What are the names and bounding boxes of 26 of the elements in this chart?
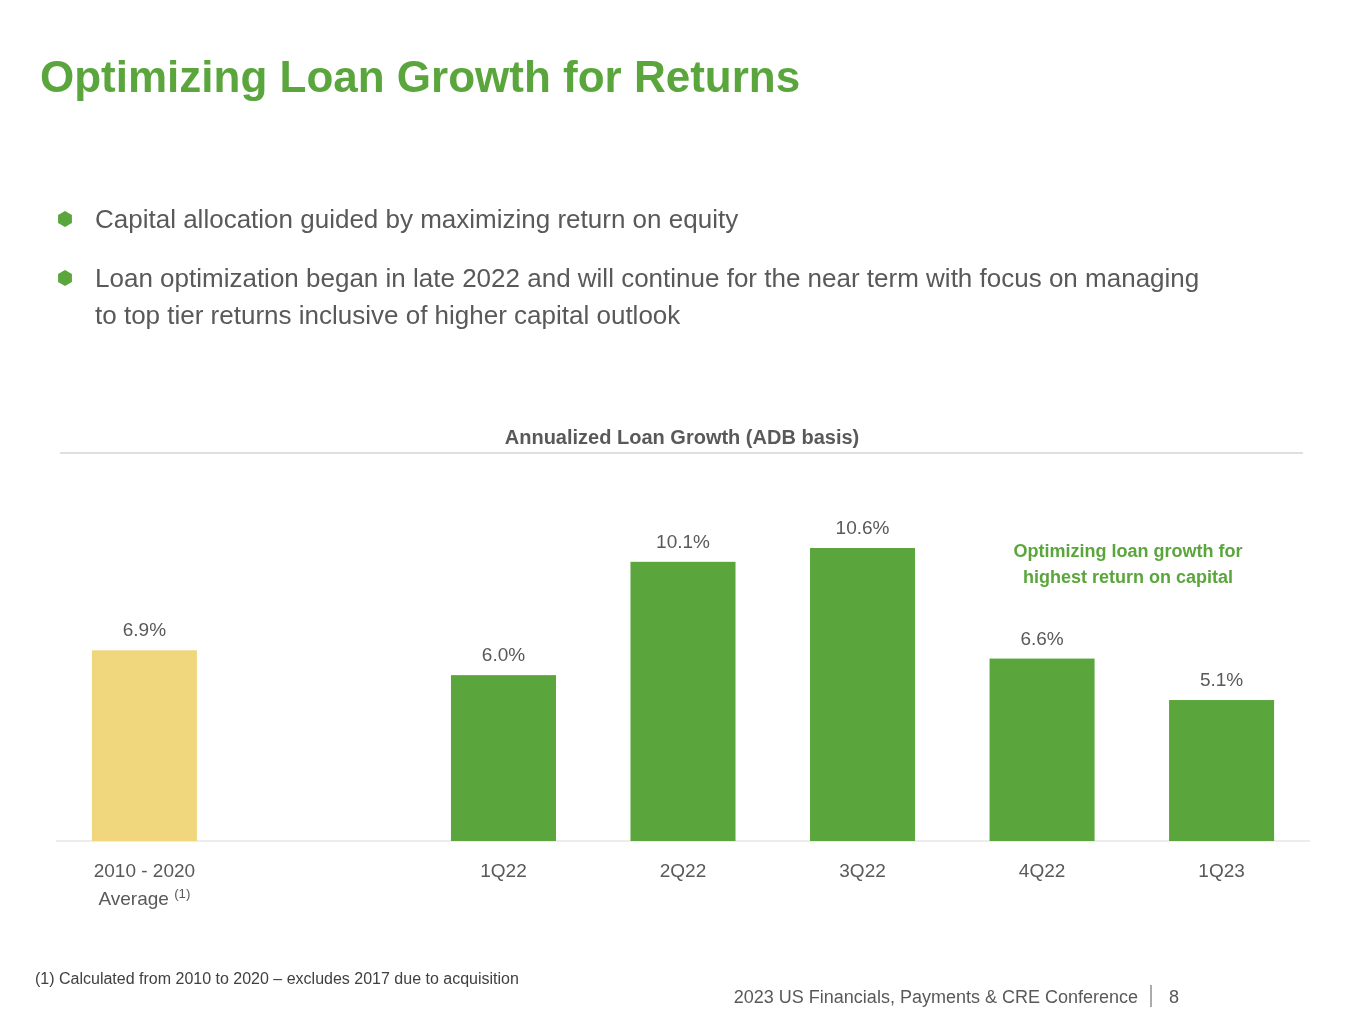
text: Capital allocation guided by maximizing return on equity <box>95 204 739 234</box>
x-tick-label: 2Q22 <box>659 860 707 881</box>
bar <box>989 658 1095 841</box>
x-tick-label: 1Q23 <box>1198 860 1245 881</box>
text: 8 <box>1168 987 1180 1007</box>
x-tick-label: 1Q22 <box>480 860 527 881</box>
bar <box>450 675 556 841</box>
data-label: 10.6% <box>835 517 890 538</box>
chart-subtitle: Annualized Loan Growth (ADB basis) <box>504 426 860 448</box>
data-label: 6.0% <box>481 644 526 666</box>
annotation: Optimizing loan growth for highest return on capital <box>1013 541 1243 587</box>
data-label: 6.6% <box>1020 627 1064 649</box>
bar <box>810 548 916 841</box>
data-label: 5.1% <box>1199 669 1244 691</box>
data-label: 6.9% <box>122 619 167 641</box>
data-label: 10.1% <box>656 530 711 552</box>
bar <box>1169 700 1275 841</box>
text: (1) Calculated from 2010 to 2020 – excludes 2017 due to acquisition <box>35 970 519 987</box>
x-tick-label: 4Q22 <box>1018 860 1066 881</box>
bar <box>630 561 736 841</box>
text: 2023 US Financials, Payments & CRE Conference <box>733 987 1138 1007</box>
bar <box>91 650 197 841</box>
x-tick-label: 3Q22 <box>839 860 886 881</box>
chart-title: Optimizing Loan Growth for Returns <box>40 52 801 101</box>
text: Loan optimization began in late 2022 and will continue for the near term with focus on managing to top tier returns inclusive of higher capital outlook <box>95 263 1200 330</box>
x-tick-label: 2010 - 2020 Average $^{(1)}$ <box>93 860 196 909</box>
